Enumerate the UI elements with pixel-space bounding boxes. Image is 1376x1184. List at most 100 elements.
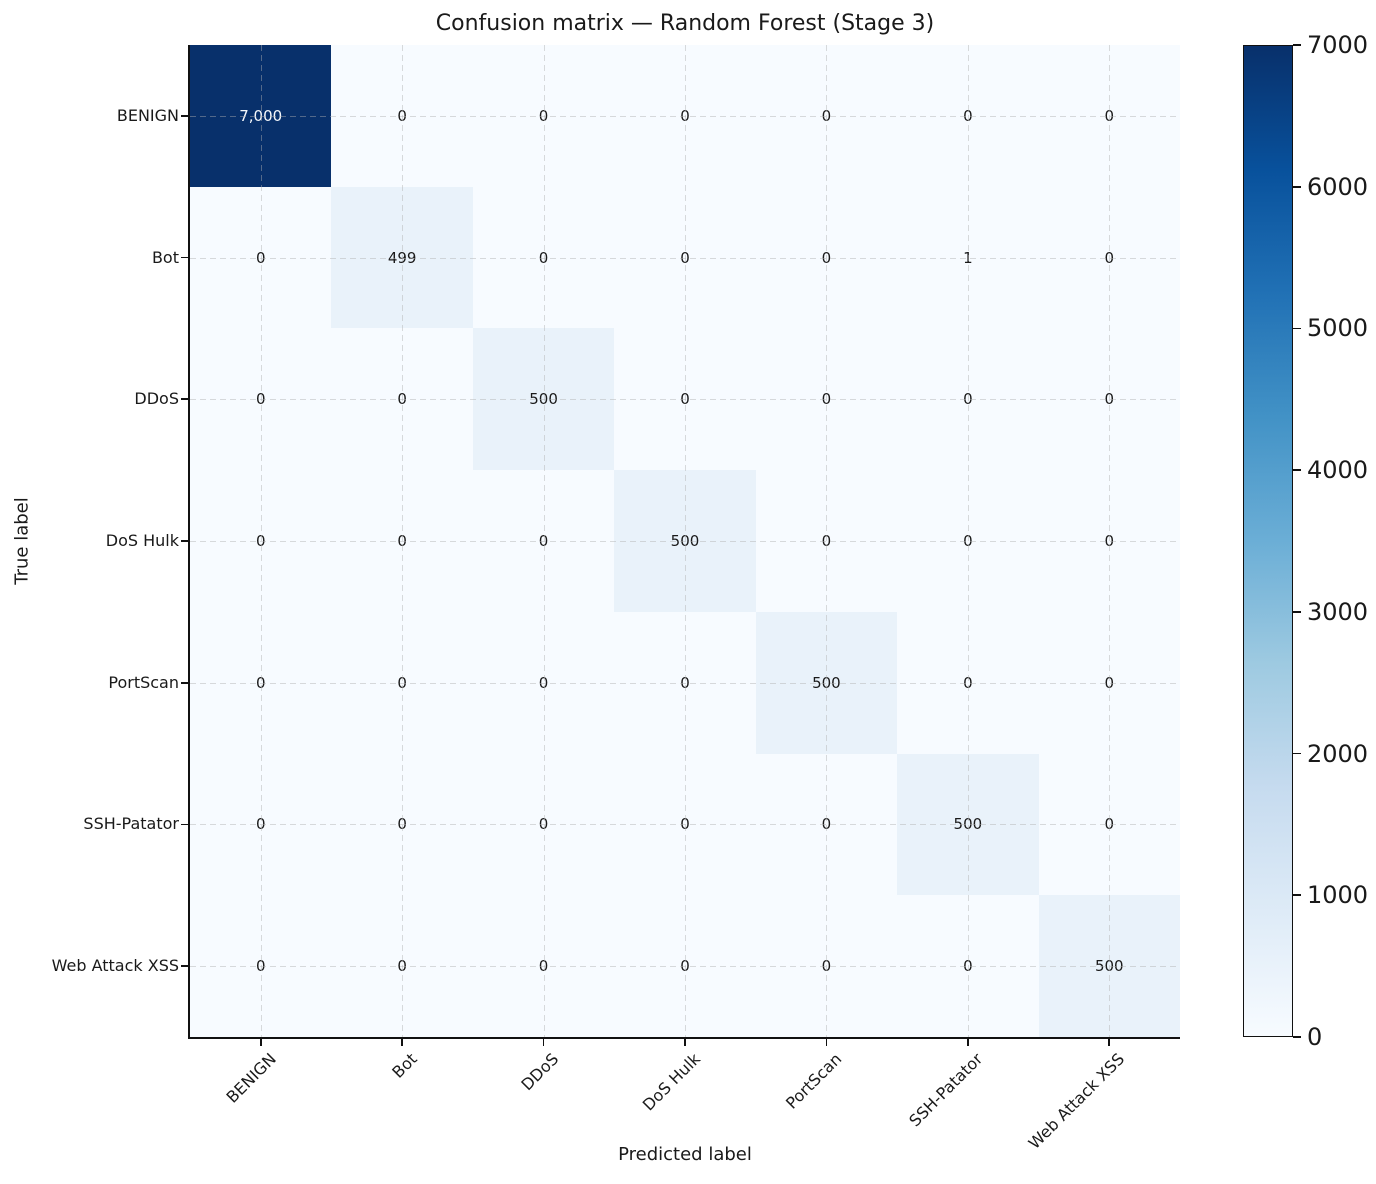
cell-value: 0 [539,107,549,125]
cell-value: 0 [1105,390,1115,408]
cell-value: 0 [680,249,690,267]
cell-value: 0 [539,957,549,975]
colorbar-tick-label: 3000 [1307,597,1369,626]
y-tick-label: BENIGN [116,105,179,125]
colorbar-tick-mark [1293,44,1301,46]
x-tick-label: Web Attack XSS [1024,1049,1129,1153]
colorbar-tick-mark [1293,752,1301,755]
matrix-cell: 1 [897,186,1039,329]
matrix-cell: 0 [897,328,1039,471]
matrix-cell: 0 [190,328,332,471]
chart-title: Confusion matrix — Random Forest (Stage … [435,11,935,36]
gridline [190,257,1180,259]
matrix-cell: 0 [472,753,615,896]
cell-value: 0 [680,390,690,408]
gridline [402,45,404,1037]
cell-value: 0 [822,107,832,125]
gridline [826,45,828,1037]
gridline [190,966,1180,968]
cell-value: 0 [397,390,407,408]
colorbar-tick-label: 7000 [1307,31,1369,59]
colorbar-tick-mark [1293,469,1301,471]
gridline [190,682,1180,684]
matrix-cell: 500 [897,753,1039,896]
matrix-cell: 499 [331,186,473,329]
matrix-cell: 0 [472,45,615,187]
colorbar-tick-label: 1000 [1307,881,1369,910]
matrix-cell: 0 [190,611,332,754]
matrix-cell: 7,000 [190,45,332,187]
tick-mark [542,1038,545,1047]
tick-mark [180,115,188,117]
gridline [967,45,969,1037]
colorbar-tick-mark [1293,327,1301,330]
cell-value: 0 [1105,532,1115,550]
cell-value: 0 [963,390,973,408]
cell-value: 0 [256,674,266,692]
cell-value: 0 [680,674,690,692]
cell-value: 0 [397,107,407,125]
matrix-cell: 0 [1038,328,1180,471]
matrix-cell: 0 [331,611,473,754]
matrix-cell: 0 [1038,186,1180,329]
x-tick-label: DDoS [517,1049,563,1095]
tick-mark [180,398,188,401]
y-tick-label: DoS Hulk [105,531,179,550]
matrix-cell: 0 [897,45,1039,187]
cell-value: 0 [963,107,973,125]
matrix-cell: 0 [190,186,332,329]
matrix-cell: 0 [331,753,473,896]
matrix-cell: 0 [614,45,756,187]
matrix-cell: 0 [190,895,332,1037]
colorbar-tick-label: 2000 [1307,739,1369,768]
x-tick-label: SSH-Patator [905,1049,987,1131]
cell-value: 500 [529,390,558,408]
cell-value: 0 [256,390,266,408]
tick-mark [180,823,188,826]
bottom-axis-spine [188,1037,1180,1039]
cell-value: 500 [1095,957,1124,975]
colorbar-tick-label: 5000 [1307,314,1369,343]
cell-value: 0 [397,815,407,833]
matrix-cell: 0 [472,186,615,329]
matrix-cell: 0 [1038,45,1180,187]
colorbar-tick-mark [1293,611,1301,613]
x-tick-label: Bot [388,1049,421,1082]
tick-mark [825,1038,828,1047]
cell-value: 7,000 [239,107,282,125]
y-tick-label: PortScan [108,672,179,692]
tick-mark [401,1038,403,1047]
cell-value: 0 [1105,674,1115,692]
y-tick-label: SSH-Patator [83,814,179,834]
matrix-cell: 0 [614,186,756,329]
cell-value: 0 [1105,107,1115,125]
tick-mark [259,1038,262,1047]
colorbar-tick-mark [1293,1036,1301,1038]
cell-value: 0 [256,532,266,550]
matrix-cell: 0 [190,753,332,896]
matrix-cell: 0 [1038,753,1180,896]
cell-value: 0 [1105,249,1115,267]
colorbar [1243,45,1293,1037]
matrix-cell: 0 [331,895,473,1037]
cell-value: 0 [822,957,832,975]
tick-mark [1108,1038,1111,1047]
matrix-cell: 0 [1038,611,1180,754]
x-tick-label: BENIGN [222,1049,280,1107]
cell-value: 0 [1105,815,1115,833]
matrix-cell: 0 [614,753,756,896]
tick-mark [967,1038,969,1047]
matrix-cell: 0 [614,895,756,1037]
colorbar-tick-mark [1293,185,1301,188]
cell-value: 0 [539,674,549,692]
cell-value: 0 [539,249,549,267]
cell-value: 0 [680,957,690,975]
matrix-cell: 0 [190,470,332,612]
cell-value: 0 [822,249,832,267]
x-tick-label: DoS Hulk [638,1049,704,1115]
matrix-cell: 500 [755,611,898,754]
left-axis-spine [188,45,190,1039]
gridline [190,541,1180,542]
cell-value: 0 [397,532,407,550]
cell-value: 0 [963,532,973,550]
